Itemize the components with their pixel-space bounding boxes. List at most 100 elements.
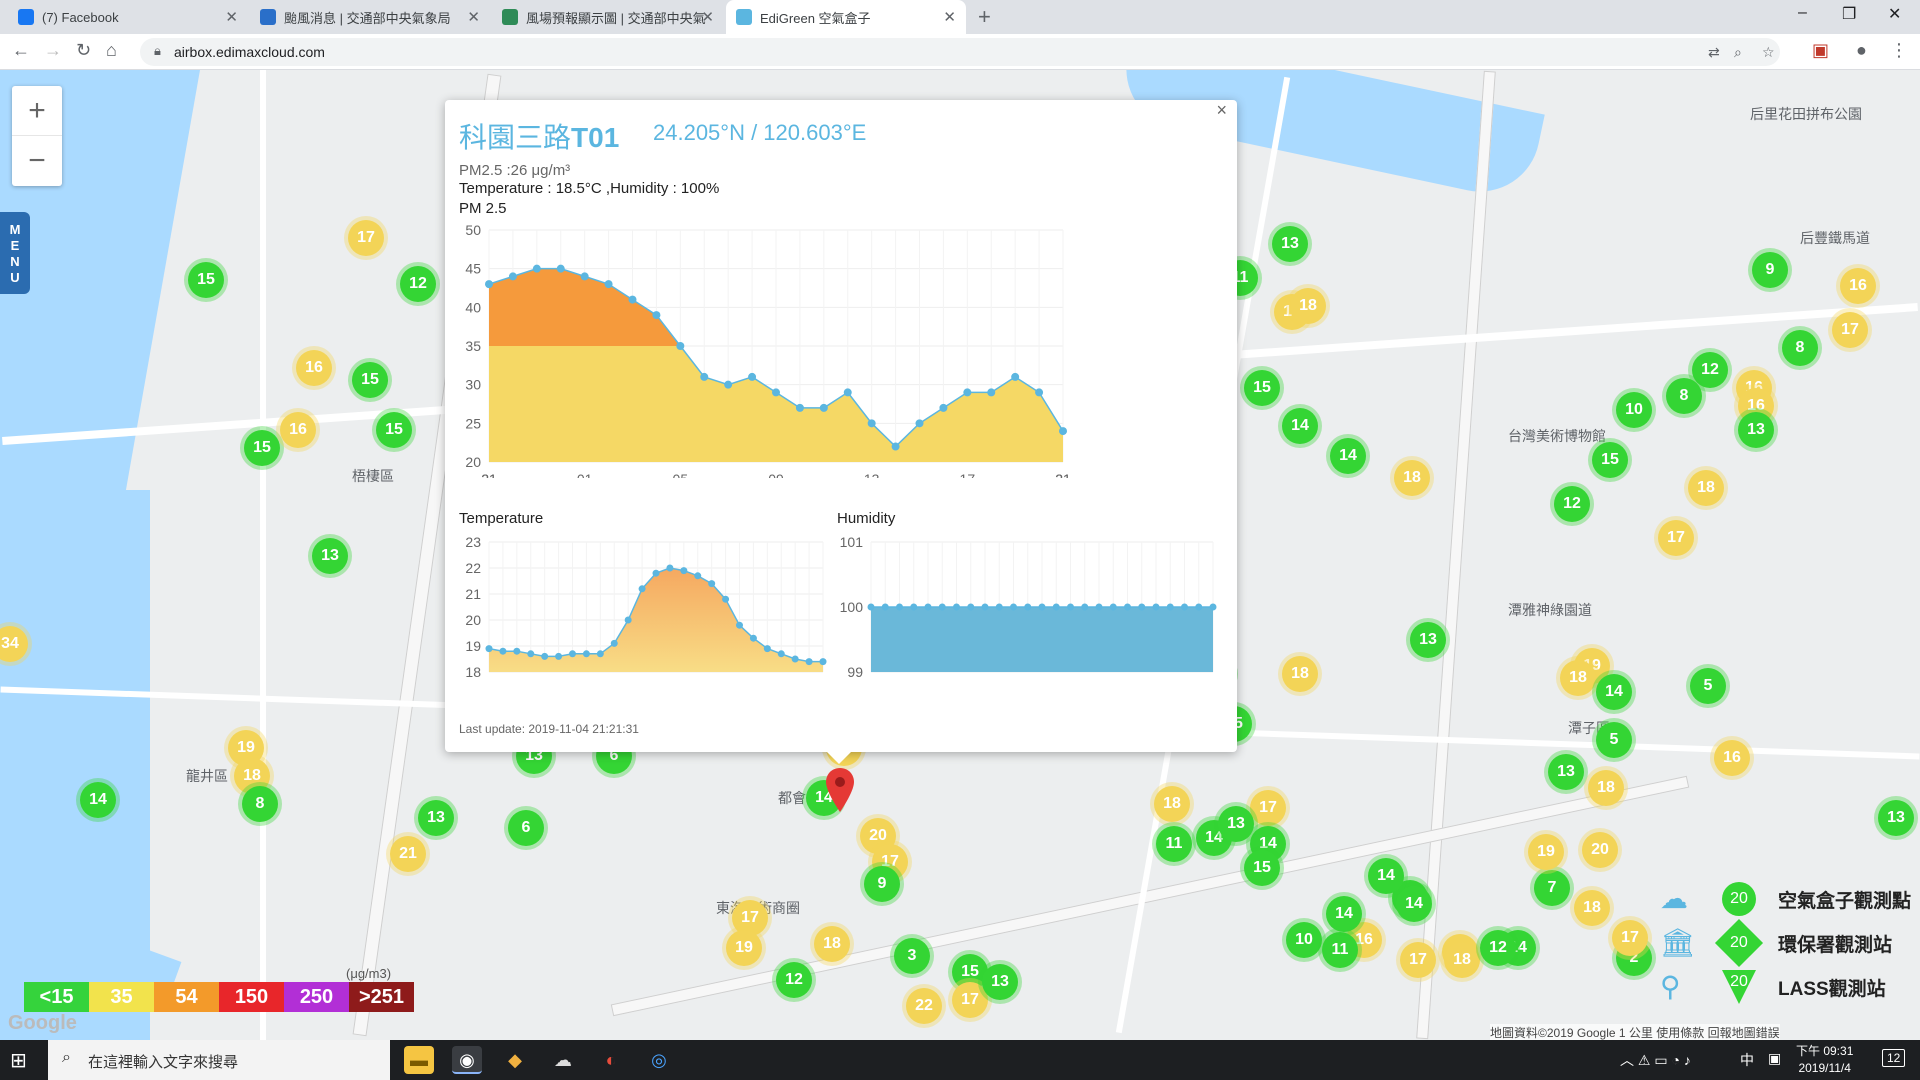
data-point[interactable] [843, 388, 852, 397]
data-point[interactable] [708, 580, 716, 588]
keyboard-icon[interactable]: ▣ [1768, 1050, 1782, 1066]
station-marker[interactable]: 21 [390, 836, 426, 872]
station-marker[interactable]: 14 [806, 780, 842, 816]
station-marker[interactable]: 17 [1658, 520, 1694, 556]
data-point[interactable] [1067, 603, 1074, 611]
data-point[interactable] [652, 569, 660, 577]
data-point[interactable] [1152, 603, 1160, 611]
reload-icon[interactable]: ↻ [76, 40, 92, 60]
search-placeholder[interactable]: 在這裡輸入文字來搜尋 [88, 1054, 239, 1071]
station-marker[interactable]: 9 [864, 866, 900, 902]
data-point[interactable] [1124, 603, 1131, 611]
station-marker[interactable]: 13 [1738, 412, 1774, 448]
url-text[interactable]: airbox.edimaxcloud.com [174, 44, 325, 60]
data-point[interactable] [485, 645, 493, 653]
ime-indicator[interactable]: 中 [1740, 1052, 1754, 1068]
station-marker[interactable]: 17 [1612, 920, 1648, 956]
station-marker[interactable]: 5 [1596, 722, 1632, 758]
station-marker[interactable]: 11 [1156, 826, 1192, 862]
close-tab-icon[interactable]: ✕ [701, 9, 714, 26]
zoom-in-button[interactable]: + [12, 86, 62, 136]
data-point[interactable] [652, 311, 661, 320]
station-marker[interactable]: 18 [1574, 890, 1610, 926]
data-point[interactable] [680, 567, 688, 575]
tab-facebook[interactable]: (7) Facebook ✕ [8, 0, 248, 34]
data-point[interactable] [722, 595, 730, 603]
data-point[interactable] [624, 616, 632, 624]
data-point[interactable] [499, 647, 507, 655]
station-marker[interactable]: 18 [1444, 942, 1480, 978]
station-marker[interactable]: 15 [1244, 370, 1280, 406]
home-icon[interactable]: ⌂ [106, 40, 117, 60]
data-point[interactable] [1038, 603, 1046, 611]
data-point[interactable] [555, 652, 563, 660]
data-point[interactable] [981, 603, 989, 611]
data-point[interactable] [772, 388, 780, 397]
station-marker[interactable]: 13 [418, 800, 454, 836]
data-point[interactable] [881, 603, 889, 611]
station-marker[interactable]: 6 [508, 810, 544, 846]
station-marker[interactable]: 18 [1290, 288, 1326, 324]
data-point[interactable] [819, 403, 828, 412]
data-point[interactable] [1181, 603, 1188, 611]
close-tab-icon[interactable]: ✕ [467, 9, 480, 26]
station-marker[interactable]: 16 [296, 350, 332, 386]
data-point[interactable] [987, 388, 996, 397]
station-marker[interactable]: 17 [952, 982, 988, 1018]
data-point[interactable] [891, 442, 900, 451]
side-menu-tab[interactable]: MENU [0, 212, 30, 294]
data-point[interactable] [939, 403, 948, 412]
data-point[interactable] [580, 272, 589, 281]
data-point[interactable] [556, 264, 565, 273]
back-icon[interactable]: ← [12, 40, 30, 60]
data-point[interactable] [513, 647, 521, 655]
data-point[interactable] [967, 603, 975, 611]
station-marker[interactable]: 8 [1782, 330, 1818, 366]
station-marker[interactable]: 12 [1480, 930, 1516, 966]
app-icon-blue[interactable]: ◎ [651, 1050, 667, 1070]
station-marker[interactable]: 12 [1554, 486, 1590, 522]
data-point[interactable] [596, 650, 604, 658]
station-marker[interactable]: 16 [280, 412, 316, 448]
station-marker[interactable]: 18 [1588, 770, 1624, 806]
station-marker[interactable]: 17 [1400, 942, 1436, 978]
station-marker[interactable]: 15 [1244, 850, 1280, 886]
menu-dots-icon[interactable]: ⋮ [1890, 40, 1908, 60]
station-marker[interactable]: 13 [1272, 226, 1308, 262]
station-marker[interactable]: 18 [1282, 656, 1318, 692]
data-point[interactable] [638, 585, 646, 593]
zoom-out-button[interactable]: − [28, 144, 46, 177]
data-point[interactable] [763, 645, 771, 653]
notification-badge[interactable]: 12 [1882, 1049, 1906, 1067]
station-marker[interactable]: 8 [242, 786, 278, 822]
station-marker[interactable]: 17 [348, 220, 384, 256]
station-marker[interactable]: 13 [312, 538, 348, 574]
station-marker[interactable]: 14 [1596, 674, 1632, 710]
station-marker[interactable]: 14 [1330, 438, 1366, 474]
station-marker[interactable]: 13 [1218, 806, 1254, 842]
station-marker[interactable]: 7 [1534, 870, 1570, 906]
close-tab-icon[interactable]: ✕ [943, 9, 956, 26]
data-point[interactable] [582, 650, 590, 658]
data-point[interactable] [819, 658, 827, 666]
station-marker[interactable]: 17 [1250, 790, 1286, 826]
data-point[interactable] [1052, 603, 1060, 611]
station-marker[interactable]: 13 [982, 964, 1018, 1000]
profile-icon[interactable]: ● [1856, 40, 1867, 60]
station-marker[interactable]: 5 [1690, 668, 1726, 704]
station-marker[interactable]: 11 [1322, 932, 1358, 968]
station-marker[interactable]: 10 [1286, 922, 1322, 958]
data-point[interactable] [915, 419, 924, 428]
app-icon-cloud[interactable]: ☁︎ [554, 1050, 572, 1070]
map-attribution[interactable]: 地圖資料©2019 Google 1 公里 使用條款 回報地圖錯誤 [1490, 1024, 1780, 1040]
forward-icon[interactable]: → [44, 40, 62, 60]
station-marker[interactable]: 14 [1396, 886, 1432, 922]
address-bar[interactable]: 🔒︎ airbox.edimaxcloud.com ⇄ ⌕ ☆ [140, 38, 1780, 66]
data-point[interactable] [1059, 427, 1067, 436]
station-marker[interactable]: 15 [244, 430, 280, 466]
data-point[interactable] [532, 264, 541, 273]
tab-typhoon[interactable]: 颱風消息 | 交通部中央氣象局 ✕ [250, 0, 490, 34]
data-point[interactable] [666, 564, 674, 572]
station-marker[interactable]: 20 [1582, 832, 1618, 868]
app-icon-fox[interactable]: ◆ [508, 1050, 522, 1070]
